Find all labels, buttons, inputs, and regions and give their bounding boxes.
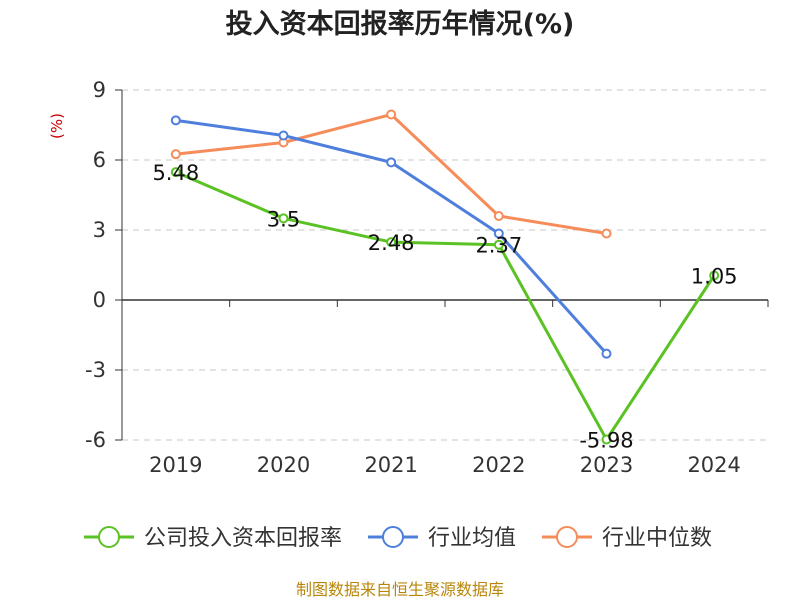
- data-point[interactable]: [170, 149, 181, 160]
- source-note: 制图数据来自恒生聚源数据库: [296, 580, 504, 599]
- data-label: 2.48: [368, 231, 415, 255]
- data-label: -5.98: [579, 429, 633, 453]
- data-point[interactable]: [493, 211, 504, 221]
- y-tick-label: -3: [85, 358, 106, 382]
- y-tick-label: -6: [85, 428, 106, 452]
- x-tick-label: 2019: [149, 453, 202, 477]
- legend-label: 行业均值: [428, 526, 516, 551]
- x-tick-label: 2024: [687, 453, 740, 477]
- data-point[interactable]: [278, 213, 289, 224]
- x-tick-label: 2022: [472, 453, 525, 477]
- y-tick-label: 9: [93, 78, 106, 102]
- data-point[interactable]: [601, 348, 612, 359]
- legend[interactable]: 公司投入资本回报率 行业均值 行业中位数: [84, 526, 712, 551]
- legend-marker: [382, 526, 404, 548]
- data-point[interactable]: [278, 130, 289, 141]
- data-point[interactable]: [709, 270, 720, 281]
- y-axis-unit-label: (%): [48, 113, 66, 139]
- data-point[interactable]: [386, 157, 397, 168]
- x-tick-label: 2020: [257, 453, 310, 477]
- y-tick-label: 0: [93, 288, 106, 312]
- y-tick-label: 6: [93, 148, 106, 172]
- data-label: 5.48: [152, 161, 199, 185]
- series-line: [175, 113, 607, 235]
- x-tick-label: 2021: [364, 453, 417, 477]
- data-point[interactable]: [386, 109, 397, 120]
- data-label: 1.05: [691, 265, 738, 289]
- data-point[interactable]: [601, 228, 612, 239]
- data-point[interactable]: [493, 228, 504, 239]
- data-point[interactable]: [170, 167, 181, 178]
- gridlines: [122, 89, 768, 441]
- legend-item[interactable]: 行业均值: [368, 526, 516, 551]
- data-label: 2.37: [475, 234, 522, 258]
- data-point[interactable]: [601, 434, 612, 445]
- legend-label: 行业中位数: [602, 526, 712, 551]
- data-labels: 5.48 3.5 2.48 2.37 -5.98 1.05: [152, 161, 737, 452]
- data-point[interactable]: [386, 237, 397, 248]
- x-tick-label: 2023: [580, 453, 633, 477]
- axes: 9 6 3 0 -3 -6 2019 2020 2021 2022 2023 2024: [85, 78, 769, 477]
- legend-label: 公司投入资本回报率: [144, 526, 342, 551]
- legend-marker: [98, 526, 120, 548]
- series-lines: [170, 109, 720, 445]
- data-point[interactable]: [493, 239, 504, 250]
- y-tick-label: 3: [93, 218, 106, 242]
- data-point[interactable]: [170, 115, 181, 126]
- data-label: 3.5: [267, 207, 300, 231]
- legend-item[interactable]: 公司投入资本回报率: [84, 526, 342, 551]
- chart-title: 投入资本回报率历年情况(%): [226, 8, 575, 40]
- legend-item[interactable]: 行业中位数: [542, 526, 712, 551]
- series-line: [175, 170, 716, 442]
- legend-marker: [556, 526, 578, 548]
